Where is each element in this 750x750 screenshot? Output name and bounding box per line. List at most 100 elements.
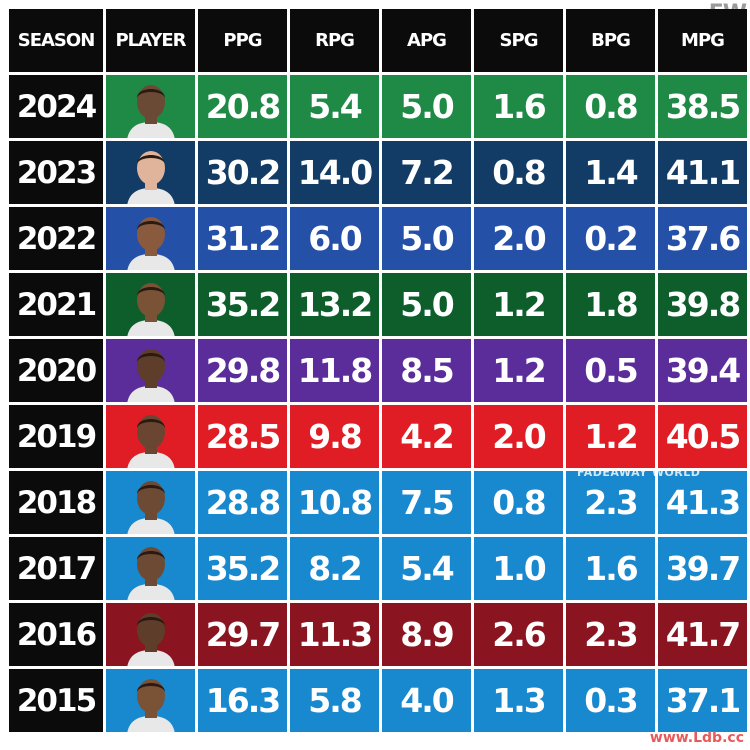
rpg-cell: 6.0: [290, 207, 379, 270]
season-cell: 2018: [9, 471, 103, 534]
ppg-cell: 28.8: [198, 471, 287, 534]
season-cell: 2021: [9, 273, 103, 336]
mpg-cell: 39.8: [658, 273, 747, 336]
apg-cell: 5.0: [382, 273, 471, 336]
watermark-corner: www.Ldb.cc: [649, 730, 744, 746]
bpg-cell: 0.8: [566, 75, 655, 138]
spg-cell: 2.0: [474, 207, 563, 270]
apg-cell: 4.0: [382, 669, 471, 732]
bpg-cell: 1.2: [566, 405, 655, 468]
rpg-cell: 9.8: [290, 405, 379, 468]
season-cell: 2019: [9, 405, 103, 468]
spg-cell: 1.0: [474, 537, 563, 600]
ppg-cell: 30.2: [198, 141, 287, 204]
apg-cell: 8.9: [382, 603, 471, 666]
rpg-cell: 11.3: [290, 603, 379, 666]
mpg-cell: 40.5: [658, 405, 747, 468]
bpg-cell: 1.4: [566, 141, 655, 204]
bpg-cell: 2.3: [566, 603, 655, 666]
rpg-cell: 11.8: [290, 339, 379, 402]
bpg-cell: 1.6: [566, 537, 655, 600]
spg-cell: 2.0: [474, 405, 563, 468]
header-rpg: RPG: [290, 9, 379, 72]
player-portrait-icon: [126, 216, 175, 270]
header-season: SEASON: [9, 9, 103, 72]
season-cell: 2017: [9, 537, 103, 600]
player-cell: [106, 75, 195, 138]
mpg-cell: 37.1: [658, 669, 747, 732]
player-portrait-icon: [126, 414, 175, 468]
header-player: PLAYER: [106, 9, 195, 72]
mpg-cell: 41.7: [658, 603, 747, 666]
player-cell: [106, 339, 195, 402]
mpg-cell: 37.6: [658, 207, 747, 270]
player-cell: [106, 471, 195, 534]
spg-cell: 2.6: [474, 603, 563, 666]
bpg-cell: 0.2: [566, 207, 655, 270]
player-portrait-icon: [126, 546, 175, 600]
spg-cell: 0.8: [474, 141, 563, 204]
apg-cell: 8.5: [382, 339, 471, 402]
player-cell: [106, 141, 195, 204]
bpg-cell: 0.5: [566, 339, 655, 402]
apg-cell: 5.0: [382, 207, 471, 270]
player-portrait-icon: [126, 480, 175, 534]
spg-cell: 1.2: [474, 339, 563, 402]
player-cell: [106, 405, 195, 468]
rpg-cell: 8.2: [290, 537, 379, 600]
header-apg: APG: [382, 9, 471, 72]
mpg-cell: 41.3: [658, 471, 747, 534]
apg-cell: 7.2: [382, 141, 471, 204]
apg-cell: 7.5: [382, 471, 471, 534]
player-cell: [106, 603, 195, 666]
season-cell: 2016: [9, 603, 103, 666]
player-cell: [106, 207, 195, 270]
ppg-cell: 29.7: [198, 603, 287, 666]
ppg-cell: 35.2: [198, 537, 287, 600]
mpg-cell: 39.4: [658, 339, 747, 402]
apg-cell: 5.4: [382, 537, 471, 600]
ppg-cell: 35.2: [198, 273, 287, 336]
rpg-cell: 10.8: [290, 471, 379, 534]
header-ppg: PPG: [198, 9, 287, 72]
mpg-cell: 41.1: [658, 141, 747, 204]
spg-cell: 1.3: [474, 669, 563, 732]
bpg-cell: 1.8: [566, 273, 655, 336]
header-spg: SPG: [474, 9, 563, 72]
spg-cell: 1.6: [474, 75, 563, 138]
season-cell: 2023: [9, 141, 103, 204]
watermark: FADEAWAY WORLD: [577, 466, 701, 479]
season-cell: 2022: [9, 207, 103, 270]
season-cell: 2015: [9, 669, 103, 732]
season-cell: 2020: [9, 339, 103, 402]
player-cell: [106, 669, 195, 732]
ppg-cell: 31.2: [198, 207, 287, 270]
apg-cell: 5.0: [382, 75, 471, 138]
header-bpg: BPG: [566, 9, 655, 72]
mpg-cell: 38.5: [658, 75, 747, 138]
ppg-cell: 20.8: [198, 75, 287, 138]
mpg-cell: 39.7: [658, 537, 747, 600]
season-cell: 2024: [9, 75, 103, 138]
player-portrait-icon: [126, 282, 175, 336]
spg-cell: 0.8: [474, 471, 563, 534]
header-mpg: MPG: [658, 9, 747, 72]
bpg-cell: 2.3: [566, 471, 655, 534]
stats-table: SEASON PLAYER PPG RPG APG SPG BPG MPG 2024 20.8 5.…: [9, 9, 748, 732]
player-cell: [106, 537, 195, 600]
ppg-cell: 29.8: [198, 339, 287, 402]
ppg-cell: 16.3: [198, 669, 287, 732]
bpg-cell: 0.3: [566, 669, 655, 732]
rpg-cell: 14.0: [290, 141, 379, 204]
player-portrait-icon: [126, 612, 175, 666]
apg-cell: 4.2: [382, 405, 471, 468]
player-portrait-icon: [126, 348, 175, 402]
player-cell: [106, 273, 195, 336]
spg-cell: 1.2: [474, 273, 563, 336]
rpg-cell: 5.8: [290, 669, 379, 732]
rpg-cell: 13.2: [290, 273, 379, 336]
rpg-cell: 5.4: [290, 75, 379, 138]
player-portrait-icon: [126, 678, 175, 732]
player-portrait-icon: [126, 84, 175, 138]
player-portrait-icon: [126, 150, 175, 204]
